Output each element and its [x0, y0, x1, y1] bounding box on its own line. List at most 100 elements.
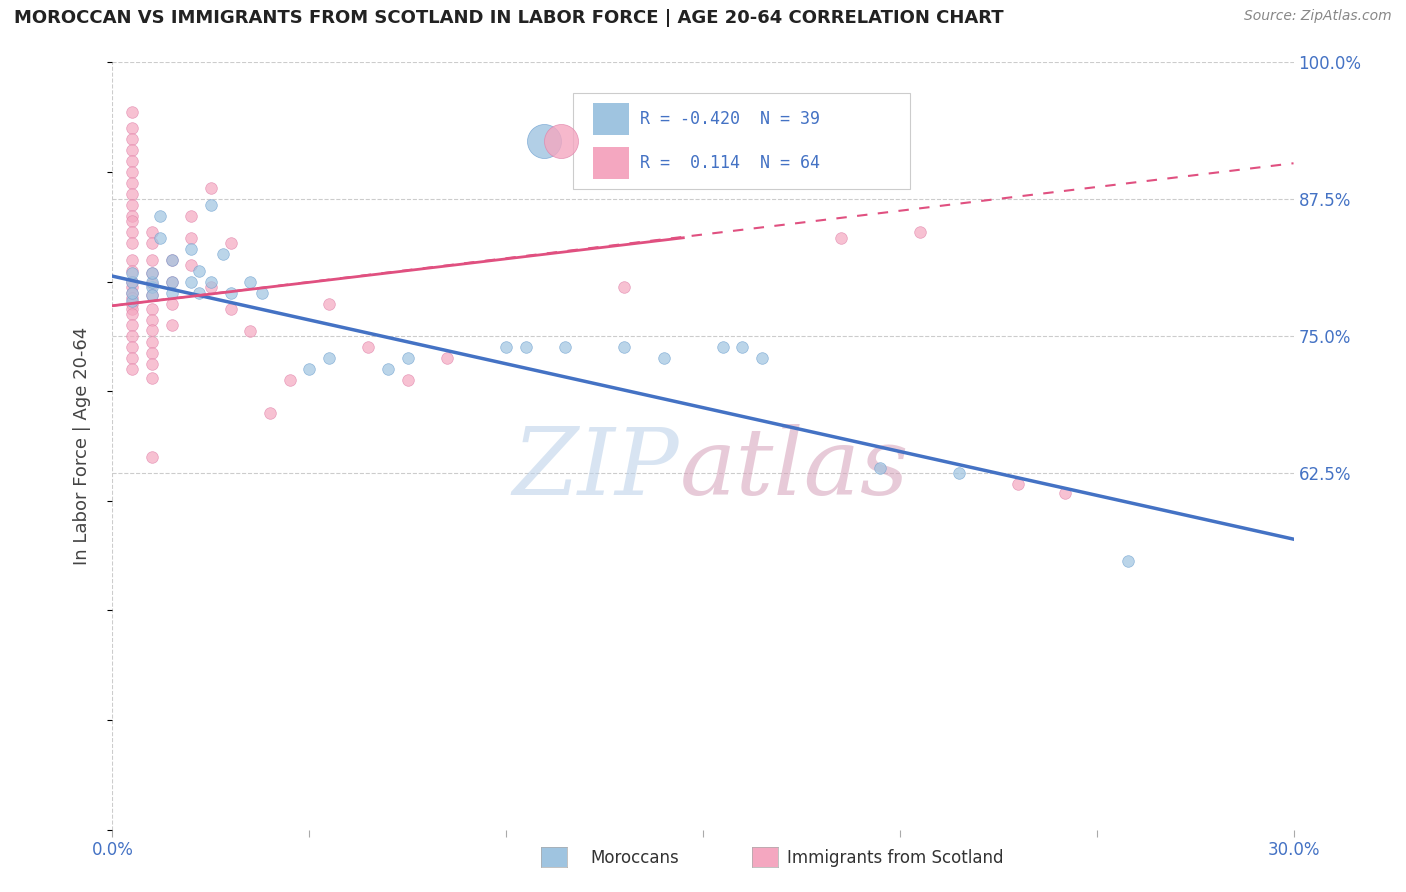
FancyBboxPatch shape — [574, 93, 910, 189]
Point — [613, 340, 636, 354]
Point — [121, 308, 143, 322]
Point — [278, 373, 301, 387]
Point — [141, 301, 163, 316]
Point — [711, 340, 734, 354]
Point — [219, 285, 242, 300]
Point — [121, 143, 143, 157]
Point — [121, 198, 143, 212]
Point — [141, 277, 163, 291]
Point — [121, 340, 143, 354]
Point — [141, 334, 163, 349]
Point — [180, 231, 202, 245]
Point — [149, 231, 172, 245]
Text: atlas: atlas — [679, 424, 908, 514]
Point — [121, 176, 143, 190]
Point — [141, 252, 163, 267]
Point — [141, 236, 163, 251]
Point — [121, 301, 143, 316]
Y-axis label: In Labor Force | Age 20-64: In Labor Force | Age 20-64 — [73, 326, 91, 566]
Point — [121, 275, 143, 289]
Point — [121, 351, 143, 366]
Point — [141, 287, 163, 301]
Bar — [593, 103, 628, 135]
Point — [869, 461, 891, 475]
Point — [160, 285, 183, 300]
Point — [160, 252, 183, 267]
Point — [219, 236, 242, 251]
Point — [141, 450, 163, 464]
Point — [396, 373, 419, 387]
Point — [141, 280, 163, 294]
Point — [141, 346, 163, 360]
Text: R =  0.114  N = 64: R = 0.114 N = 64 — [640, 154, 821, 172]
Point — [141, 371, 163, 385]
Point — [239, 275, 262, 289]
Point — [141, 266, 163, 280]
Point — [731, 340, 754, 354]
Point — [180, 209, 202, 223]
Point — [121, 294, 143, 309]
Point — [250, 285, 273, 300]
Text: ZIP: ZIP — [513, 424, 679, 514]
Point — [149, 209, 172, 223]
Text: Moroccans: Moroccans — [591, 849, 679, 867]
Point — [259, 406, 281, 420]
Point — [121, 266, 143, 280]
Point — [121, 186, 143, 201]
Point — [121, 104, 143, 119]
Point — [652, 351, 675, 366]
Point — [1007, 477, 1029, 491]
Bar — [593, 147, 628, 179]
Point — [121, 252, 143, 267]
Point — [121, 318, 143, 333]
Point — [121, 275, 143, 289]
Point — [121, 165, 143, 179]
Point — [121, 280, 143, 294]
Point — [436, 351, 458, 366]
Point — [121, 121, 143, 136]
Point — [160, 252, 183, 267]
Point — [1054, 486, 1077, 500]
Point — [211, 247, 233, 261]
Point — [121, 285, 143, 300]
Point — [830, 231, 852, 245]
Text: R = -0.420  N = 39: R = -0.420 N = 39 — [640, 110, 821, 128]
Point — [160, 318, 183, 333]
Text: Source: ZipAtlas.com: Source: ZipAtlas.com — [1244, 9, 1392, 23]
Point — [200, 280, 222, 294]
Point — [200, 275, 222, 289]
Point — [121, 285, 143, 300]
Point — [751, 351, 773, 366]
Point — [121, 132, 143, 146]
Point — [396, 351, 419, 366]
Point — [239, 324, 262, 338]
Point — [495, 340, 517, 354]
Point — [121, 154, 143, 169]
Text: MOROCCAN VS IMMIGRANTS FROM SCOTLAND IN LABOR FORCE | AGE 20-64 CORRELATION CHAR: MOROCCAN VS IMMIGRANTS FROM SCOTLAND IN … — [14, 9, 1004, 27]
Point — [188, 285, 211, 300]
Point — [200, 198, 222, 212]
Point — [948, 467, 970, 481]
Point — [141, 323, 163, 337]
Point — [830, 143, 852, 157]
Point — [298, 362, 321, 376]
Point — [141, 275, 163, 289]
Point — [121, 209, 143, 223]
Point — [200, 181, 222, 195]
Point — [121, 225, 143, 239]
Point — [160, 296, 183, 310]
Text: Immigrants from Scotland: Immigrants from Scotland — [787, 849, 1004, 867]
Point — [318, 296, 340, 310]
Point — [318, 351, 340, 366]
Point — [377, 362, 399, 376]
Point — [121, 236, 143, 251]
Point — [357, 340, 380, 354]
Point — [121, 329, 143, 343]
Point — [160, 275, 183, 289]
Point — [908, 225, 931, 239]
Point — [121, 362, 143, 376]
Point — [180, 242, 202, 256]
Point — [554, 340, 576, 354]
Point — [121, 296, 143, 310]
Point — [141, 287, 163, 301]
